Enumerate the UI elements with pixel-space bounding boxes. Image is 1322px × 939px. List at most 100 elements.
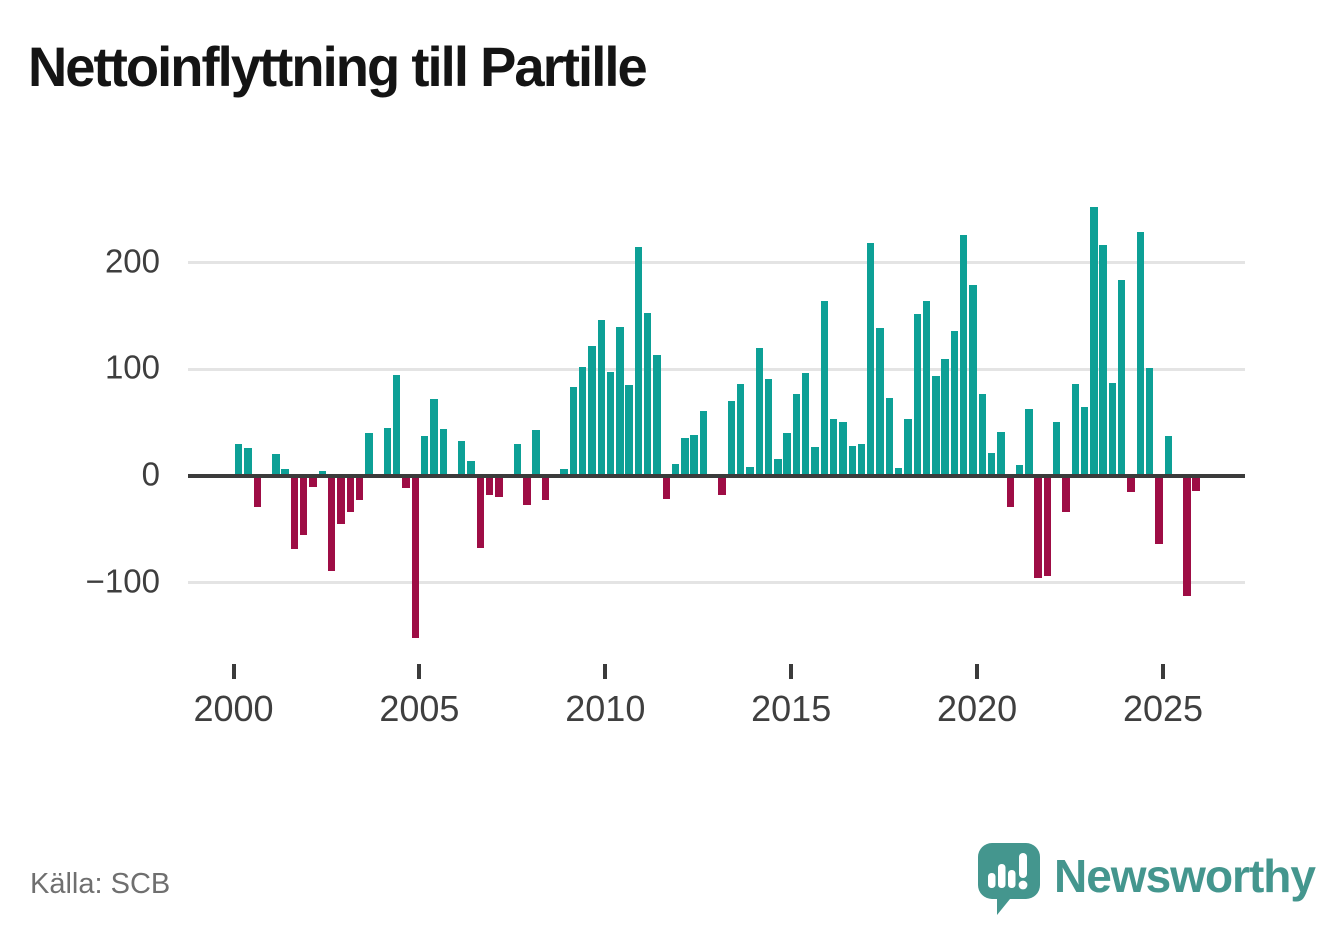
bar	[1090, 207, 1098, 474]
x-axis-tick-mark	[603, 664, 608, 679]
bar	[411, 478, 419, 638]
bar	[774, 459, 782, 474]
bar	[1192, 478, 1200, 491]
x-axis-tick-mark	[1161, 664, 1165, 679]
bar	[690, 434, 698, 474]
x-axis-tick-label: 2010	[565, 688, 646, 729]
bar	[1062, 478, 1070, 513]
bar	[922, 301, 931, 474]
bar	[439, 429, 447, 474]
bar	[671, 464, 680, 474]
bar	[829, 418, 838, 474]
bar	[867, 242, 875, 474]
x-axis-tick-label: 2025	[1122, 688, 1204, 729]
bar	[458, 440, 466, 474]
bar	[941, 358, 949, 474]
bar	[513, 444, 522, 474]
y-gridline	[188, 367, 1245, 371]
page-title: Nettoinflyttning till Partille	[28, 35, 648, 98]
source-note: Källa: SCB	[30, 868, 171, 900]
bar	[485, 478, 494, 496]
bar	[727, 401, 736, 474]
bar	[904, 418, 912, 474]
bar	[523, 478, 531, 505]
bar	[997, 432, 1005, 474]
bar	[950, 331, 959, 474]
bar	[541, 478, 550, 501]
bar	[1015, 465, 1024, 474]
bar	[681, 437, 689, 474]
y-gridline	[188, 261, 1245, 265]
bar	[290, 478, 299, 550]
bar	[281, 468, 289, 474]
bar	[960, 235, 968, 474]
x-axis-tick-mark	[975, 664, 980, 679]
zero-axis-line	[188, 474, 1245, 478]
newsworthy-speech-bubble-chart-icon	[978, 843, 1040, 915]
bar	[885, 398, 894, 474]
bar	[1145, 368, 1154, 474]
bar	[476, 478, 485, 549]
x-axis-tick-label: 2005	[379, 688, 460, 729]
bar	[1043, 478, 1052, 577]
bar	[355, 478, 364, 501]
bar	[235, 444, 243, 474]
y-axis-tick-label: 0	[141, 455, 160, 493]
bar	[300, 478, 308, 535]
bar	[1108, 383, 1117, 474]
bar	[1053, 421, 1061, 474]
bar	[802, 372, 810, 474]
bar	[346, 478, 354, 513]
bar	[978, 394, 987, 474]
bar	[764, 379, 773, 474]
bar	[578, 367, 587, 474]
bar	[736, 384, 745, 474]
bar	[467, 461, 475, 474]
bar	[532, 430, 540, 474]
bar	[588, 346, 596, 474]
bar	[337, 478, 345, 524]
bar	[1136, 231, 1145, 474]
y-axis-tick-label: 200	[104, 242, 160, 280]
bar	[365, 433, 373, 474]
bar	[244, 448, 252, 474]
bar	[987, 452, 996, 474]
bar	[913, 314, 921, 474]
bar	[1034, 478, 1042, 579]
bar	[1099, 244, 1107, 474]
bar	[402, 478, 410, 488]
x-axis-tick-mark	[789, 664, 794, 679]
bar	[969, 285, 977, 474]
bar	[327, 478, 336, 571]
bar	[783, 433, 791, 474]
bar	[1127, 478, 1135, 492]
bar	[644, 312, 652, 474]
bar	[318, 470, 327, 474]
bar	[420, 435, 429, 474]
bar	[755, 348, 763, 474]
y-axis-tick-label: −100	[85, 562, 160, 600]
bar	[932, 375, 940, 474]
bar	[560, 468, 568, 474]
x-axis-tick-mark	[417, 664, 422, 679]
bar	[393, 374, 401, 474]
bar	[820, 301, 828, 474]
bar	[1164, 435, 1172, 474]
bar	[718, 478, 726, 496]
bar	[430, 399, 438, 474]
bar	[1183, 478, 1191, 597]
bar	[309, 478, 317, 487]
bar	[792, 394, 801, 474]
bar	[569, 386, 578, 474]
bar	[811, 447, 819, 474]
bar	[383, 428, 392, 474]
bar	[662, 478, 670, 500]
bar	[857, 444, 866, 474]
bar	[495, 478, 503, 498]
y-gridline	[188, 581, 1245, 585]
bar	[606, 371, 615, 474]
bar	[1080, 406, 1089, 474]
bar	[625, 385, 633, 474]
bar	[1071, 384, 1079, 474]
